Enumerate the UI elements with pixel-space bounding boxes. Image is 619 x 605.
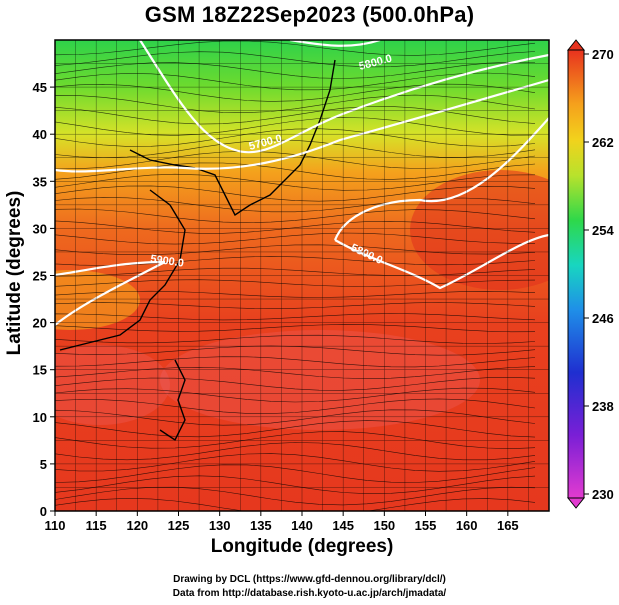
y-axis-label: Latitude (degrees) xyxy=(4,190,25,356)
streamline xyxy=(55,376,536,391)
streamline xyxy=(55,51,536,68)
x-tick-label: 120 xyxy=(126,518,148,533)
y-tick-label: 40 xyxy=(33,127,47,142)
streamline xyxy=(55,302,536,309)
streamline xyxy=(55,61,536,79)
y-tick-label: 5 xyxy=(40,457,47,472)
x-tick-label: 135 xyxy=(250,518,272,533)
streamline xyxy=(55,232,535,245)
streamline xyxy=(55,366,536,380)
streamline xyxy=(55,173,536,191)
x-tick-label: 110 xyxy=(45,518,66,533)
y-tick-label: 45 xyxy=(33,80,47,95)
streamline xyxy=(55,334,536,344)
streamline xyxy=(55,398,536,414)
x-axis-label: Longitude (degrees) xyxy=(210,536,394,557)
x-tick-label: 115 xyxy=(86,518,107,533)
streamline xyxy=(55,442,536,461)
streamline xyxy=(55,409,536,426)
colorbar-tick-label: 270 xyxy=(592,47,614,62)
streamline xyxy=(55,486,536,506)
plot-area: 5700.0 5800.0 5900.0 5800.0 xyxy=(54,39,550,512)
streamline xyxy=(55,324,536,333)
streamline xyxy=(55,290,536,298)
streamline xyxy=(55,83,536,102)
streamline xyxy=(55,150,536,170)
y-tick-label: 0 xyxy=(40,504,47,519)
credit-drawing: Drawing by DCL (https://www.gfd-dennou.o… xyxy=(173,574,446,585)
streamline xyxy=(55,139,536,159)
credit-data: Data from http://database.rish.kyoto-u.a… xyxy=(172,588,447,599)
x-tick-label: 130 xyxy=(209,518,231,533)
streamline xyxy=(55,40,536,56)
x-tick-label: 140 xyxy=(291,518,313,533)
streamline xyxy=(55,497,536,511)
x-tick-label: 160 xyxy=(456,518,478,533)
streamline xyxy=(55,220,536,234)
x-tick-label: 155 xyxy=(415,518,437,533)
x-tick-label: 165 xyxy=(497,518,519,533)
streamline xyxy=(55,208,536,224)
x-tick-label: 145 xyxy=(332,518,354,533)
y-tick-label: 35 xyxy=(33,174,47,189)
streamline xyxy=(55,94,536,114)
streamline xyxy=(55,162,536,180)
streamline xyxy=(55,356,536,368)
streamline xyxy=(55,128,536,147)
streamline xyxy=(55,387,536,403)
colorbar-tick-label: 246 xyxy=(592,311,614,326)
colorbar-tick-label: 254 xyxy=(592,223,614,238)
streamline xyxy=(55,267,536,277)
y-tick-label: 15 xyxy=(33,363,47,378)
y-tick-label: 30 xyxy=(33,221,47,236)
colorbar-tick-label: 230 xyxy=(592,487,614,502)
colorbar-tick-label: 238 xyxy=(592,399,614,414)
colorbar-tick-label: 262 xyxy=(592,135,614,150)
x-tick-label: 150 xyxy=(373,518,395,533)
streamline xyxy=(55,464,536,483)
y-tick-label: 25 xyxy=(33,269,47,284)
x-tick-label: 125 xyxy=(168,518,190,533)
chart-title: GSM 18Z22Sep2023 (500.0hPa) xyxy=(144,2,475,27)
streamline xyxy=(55,117,536,136)
y-tick-label: 20 xyxy=(33,316,47,331)
streamline xyxy=(55,475,536,495)
streamline xyxy=(55,72,536,91)
streamline xyxy=(55,106,536,125)
streamline xyxy=(55,420,536,438)
colorbar: 230 238 246 254 262 270 xyxy=(566,39,614,509)
y-tick-label: 10 xyxy=(33,410,47,425)
contour-label: 5900.0 xyxy=(150,253,185,270)
streamline xyxy=(55,185,536,202)
streamline xyxy=(55,313,536,321)
streamline xyxy=(55,244,536,255)
streamline xyxy=(55,453,536,472)
streamline xyxy=(55,431,536,450)
